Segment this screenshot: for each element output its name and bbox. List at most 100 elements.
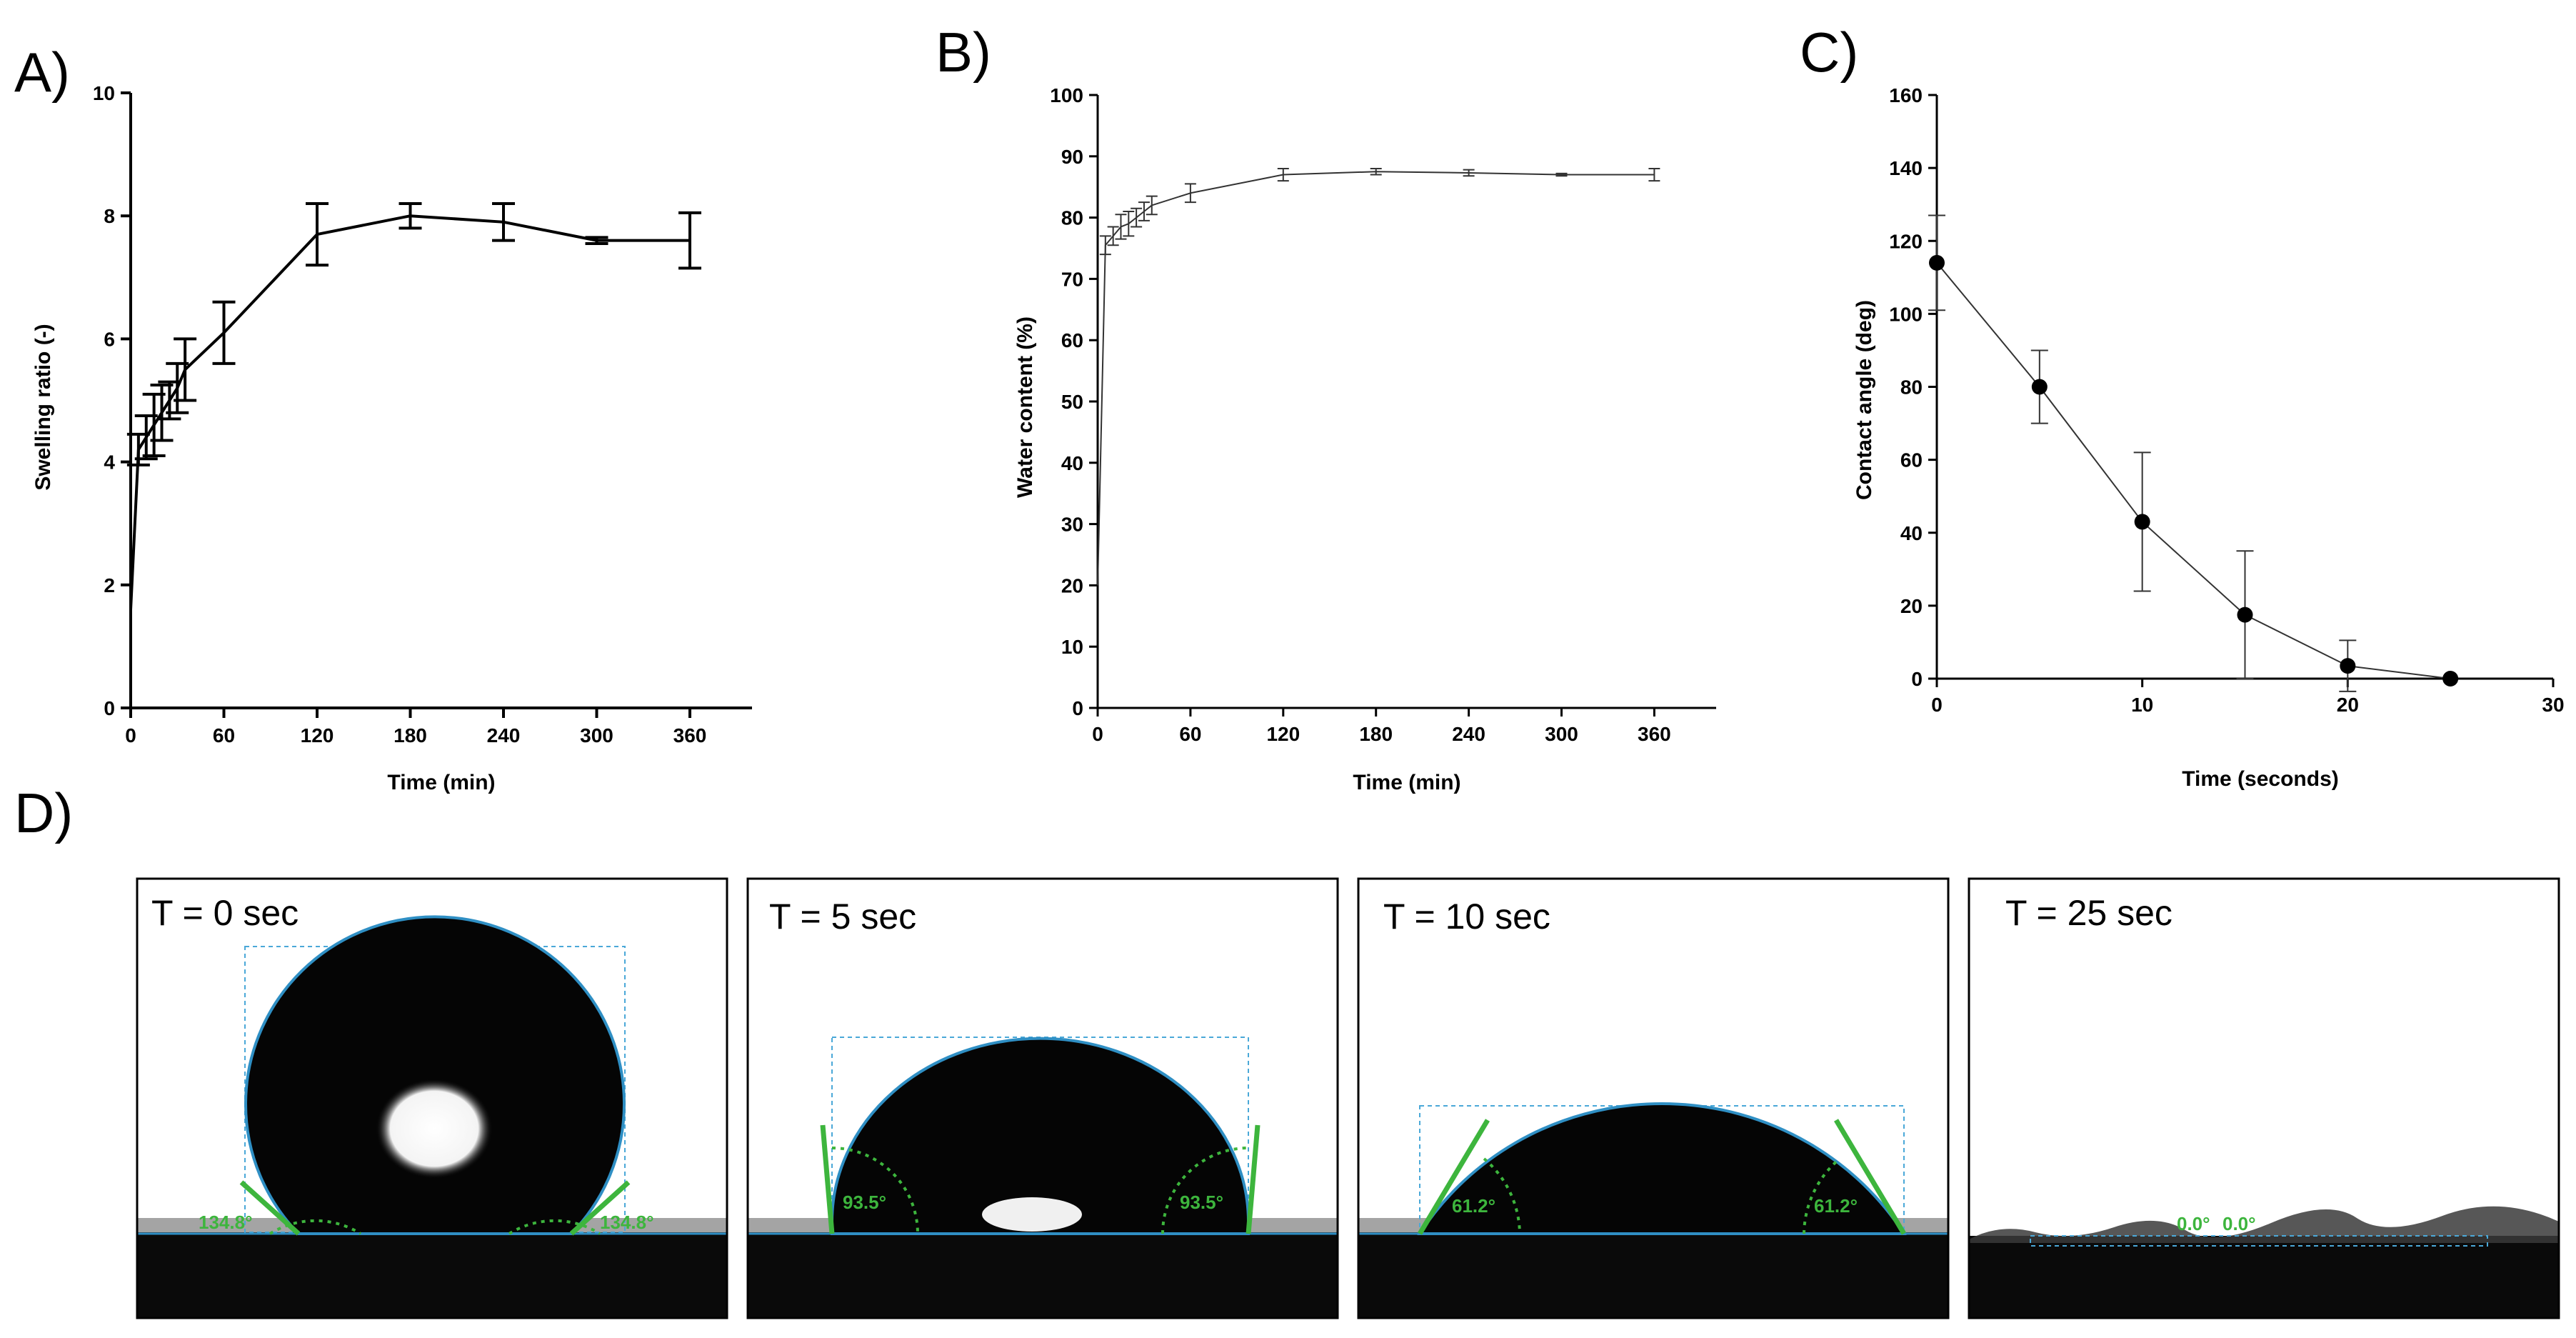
x-tick-label: 60	[1179, 723, 1201, 745]
y-tick-label: 2	[104, 574, 115, 596]
droplet-panel-10s: 61.2° 61.2° T = 10 sec	[1358, 879, 1948, 1318]
droplet	[244, 915, 626, 1235]
fit-bounding-box	[2030, 1235, 2488, 1247]
series-line	[129, 214, 690, 610]
error-bar	[212, 300, 236, 365]
chart-b-ylabel: Water content (%)	[1013, 316, 1037, 498]
data-point	[2237, 606, 2253, 623]
error-bar	[1131, 207, 1143, 228]
substrate-surface	[137, 1232, 727, 1318]
angle-arc-left	[1483, 1157, 1521, 1234]
photo-frame-10s	[1357, 877, 1950, 1319]
chart-c-axes: 0 20 40 60 80 100 120 140 160 0 10 20 30	[1889, 84, 2564, 716]
substrate-surface	[1969, 1236, 2559, 1318]
error-bar	[1370, 167, 1382, 176]
tangent-left	[820, 1124, 835, 1234]
chart-c-xlabel: Time (seconds)	[2182, 767, 2339, 791]
error-bar	[678, 211, 701, 270]
angle-label-right: 93.5°	[1180, 1192, 1223, 1213]
x-tick-label: 120	[1266, 723, 1300, 745]
chart-b-axes: 0 10 20 30 40 50 60 70 80 90 100 0 60 120 180 240 300 360	[1050, 84, 1716, 745]
angle-arc-left	[269, 1219, 362, 1235]
error-bar	[1107, 226, 1119, 246]
y-tick-label: 50	[1061, 391, 1083, 413]
chart-b-marks	[1097, 167, 1660, 586]
y-tick-label: 80	[1900, 376, 1923, 399]
y-tick-label: 140	[1889, 157, 1923, 179]
y-tick-label: 0	[104, 697, 115, 719]
panel-letter-c: C)	[1800, 21, 1858, 84]
chart-swelling-ratio: 0 2 4 6 8 10 0 60 120 180 240 300 360 Time (min) Swe…	[31, 82, 752, 794]
droplet-glare	[376, 1079, 493, 1179]
panel-letter-a: A)	[14, 41, 70, 104]
error-bar	[1184, 183, 1196, 204]
chart-contact-angle: 0 20 40 60 80 100 120 140 160 0 10 20 30 Time (secon…	[1853, 84, 2565, 791]
chart-a-marks	[126, 201, 701, 610]
surface-shadow	[1969, 1206, 2559, 1243]
error-bar	[1123, 211, 1135, 237]
data-point	[2031, 379, 2048, 395]
chart-a-ylabel: Swelling ratio (-)	[31, 324, 55, 490]
error-bar	[1099, 235, 1111, 256]
y-tick-label: 20	[1900, 595, 1923, 617]
y-tick-label: 90	[1061, 146, 1083, 168]
angle-label-left: 134.8°	[199, 1212, 252, 1233]
chart-water-content: 0 10 20 30 40 50 60 70 80 90 100 0 60 120 180 240 300 360…	[1013, 84, 1716, 794]
error-bar	[492, 201, 515, 242]
x-tick-label: 0	[1931, 694, 1943, 716]
y-tick-label: 40	[1061, 452, 1083, 474]
time-label: T = 10 sec	[1383, 897, 1550, 937]
y-tick-label: 160	[1889, 84, 1923, 106]
angle-arc-right	[1803, 1157, 1841, 1234]
error-bar	[174, 337, 197, 402]
angle-arc-left	[831, 1147, 919, 1234]
error-bar	[306, 201, 329, 267]
tangent-left	[1417, 1119, 1490, 1235]
angle-label-right: 0.0°	[2222, 1213, 2256, 1234]
time-label: T = 25 sec	[2005, 893, 2172, 933]
y-tick-label: 10	[93, 82, 115, 104]
x-tick-label: 10	[2131, 694, 2153, 716]
droplet-glare	[982, 1197, 1082, 1232]
series-line	[1936, 262, 2451, 679]
x-tick-label: 300	[580, 724, 613, 747]
tangent-right	[569, 1180, 631, 1236]
tangent-right	[1246, 1124, 1261, 1234]
droplet	[831, 1037, 1250, 1235]
angle-arc-right	[508, 1219, 601, 1235]
droplet-panel-5s: 93.5° 93.5° T = 5 sec	[748, 879, 1338, 1318]
error-bar	[1463, 169, 1475, 177]
angle-arc-right	[1161, 1147, 1249, 1234]
y-tick-label: 120	[1889, 230, 1923, 252]
y-tick-label: 60	[1061, 329, 1083, 351]
time-label: T = 0 sec	[151, 893, 299, 933]
chart-a-axes: 0 2 4 6 8 10 0 60 120 180 240 300 360	[93, 82, 752, 747]
y-tick-label: 80	[1061, 207, 1083, 229]
photo-frame-0s	[136, 877, 728, 1319]
x-tick-label: 20	[2337, 694, 2359, 716]
y-tick-label: 30	[1061, 514, 1083, 536]
y-tick-label: 8	[104, 205, 115, 227]
error-bar	[1555, 172, 1568, 177]
substrate-surface	[748, 1232, 1338, 1318]
x-tick-label: 360	[1638, 723, 1671, 745]
chart-a-xlabel: Time (min)	[387, 771, 495, 794]
error-bar	[1138, 201, 1150, 221]
x-tick-label: 0	[1092, 723, 1103, 745]
y-tick-label: 6	[104, 328, 115, 350]
chart-c-ylabel: Contact angle (deg)	[1853, 300, 1876, 500]
series-line	[1097, 171, 1655, 586]
data-point	[2442, 671, 2459, 687]
tangent-right	[1833, 1119, 1907, 1235]
y-tick-label: 10	[1061, 636, 1083, 658]
error-bar	[1115, 214, 1127, 240]
photo-frame-25s	[1968, 877, 2560, 1319]
droplet-panel-0s: 134.8° 134.8° T = 0 sec	[137, 879, 727, 1318]
y-tick-label: 40	[1900, 522, 1923, 544]
data-point	[1929, 254, 1945, 271]
data-point	[2340, 658, 2356, 674]
chart-b-xlabel: Time (min)	[1353, 771, 1460, 794]
y-tick-label: 100	[1889, 303, 1923, 325]
error-bar	[1648, 167, 1660, 182]
x-tick-label: 240	[487, 724, 521, 747]
